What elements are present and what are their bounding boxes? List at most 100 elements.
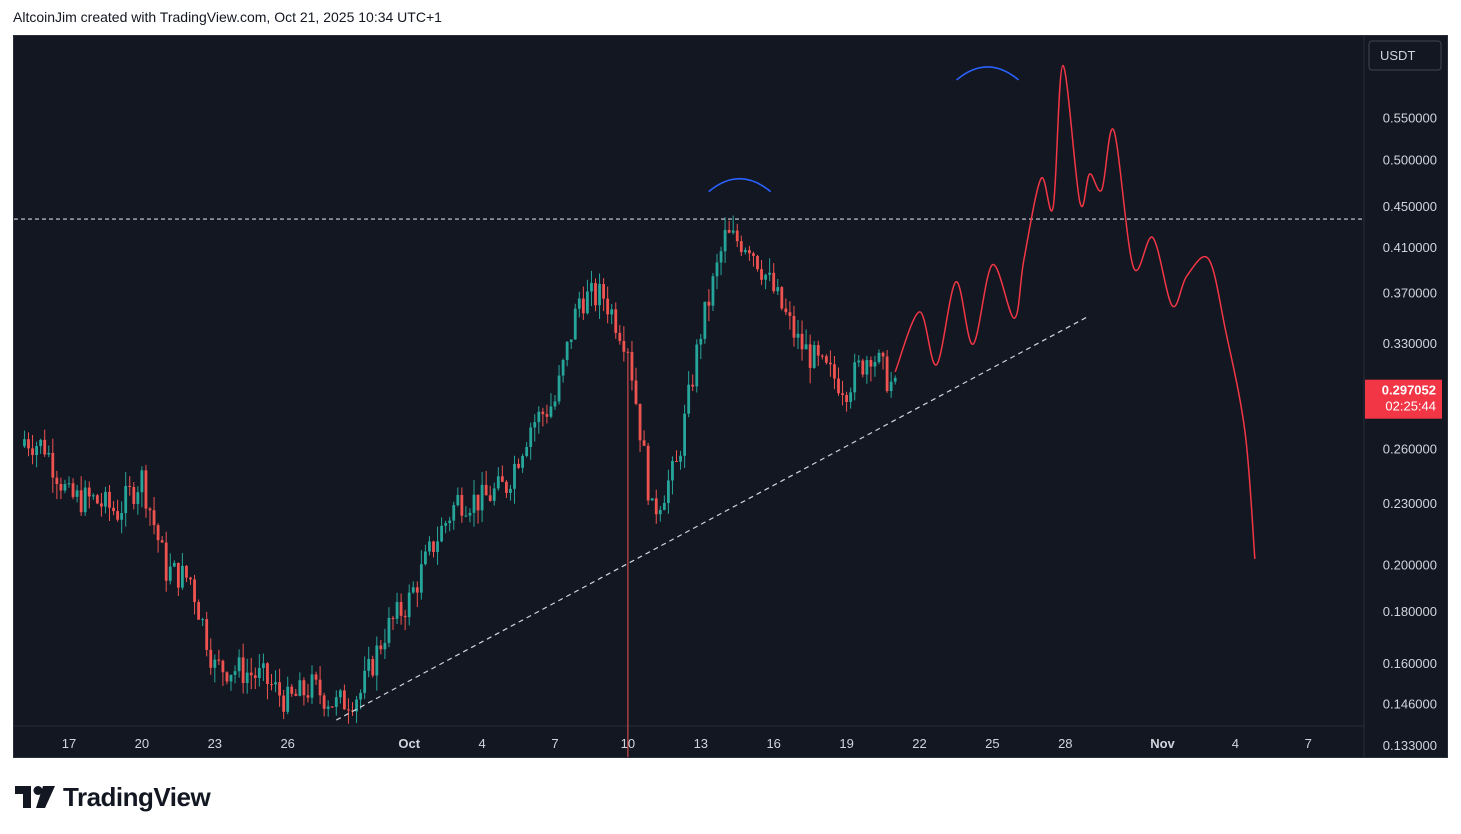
candle-body <box>205 619 209 650</box>
candle-body <box>338 690 342 698</box>
candle-body <box>168 566 172 581</box>
candle-body <box>35 446 38 456</box>
candle-body <box>739 241 743 253</box>
candle-body <box>650 498 654 501</box>
candle-body <box>448 520 452 524</box>
price-tick-label: 0.200000 <box>1383 558 1437 573</box>
projected-price-path <box>894 64 1256 560</box>
candle-body <box>877 352 881 363</box>
candle-body <box>91 495 95 497</box>
projected-top-arc-annotation <box>956 66 1020 81</box>
time-tick-label: 19 <box>839 736 853 751</box>
candle-body <box>330 706 334 708</box>
candle-body <box>132 486 136 504</box>
candle-body <box>719 251 723 263</box>
candle-body <box>545 414 549 417</box>
candle-body <box>120 513 124 520</box>
candle-body <box>699 338 703 345</box>
chart-panel[interactable]: 0.550000 0.500000 0.450000 0.410000 0.370000… <box>13 35 1448 758</box>
tradingview-wordmark: TradingView <box>63 781 211 812</box>
candle-body <box>367 658 371 671</box>
candle-body <box>772 272 776 292</box>
candle-body <box>743 250 747 253</box>
candle-body <box>262 663 265 668</box>
time-tick-label: 26 <box>280 736 294 751</box>
candle-body <box>889 381 893 392</box>
candle-body <box>189 577 192 580</box>
price-tick-label: 0.500000 <box>1383 153 1437 168</box>
candle-body <box>201 619 205 621</box>
candle-body <box>63 484 67 491</box>
candle-body <box>75 490 79 497</box>
candle-body <box>602 284 605 299</box>
candle-body <box>472 494 476 513</box>
candle-body <box>865 360 869 375</box>
candle-body <box>221 660 225 673</box>
candle-body <box>577 298 581 309</box>
candle-body <box>395 602 399 619</box>
candle-body <box>87 487 91 497</box>
candle-body <box>411 587 415 593</box>
time-tick-label: Oct <box>398 736 420 751</box>
time-tick-label: 28 <box>1058 736 1072 751</box>
tradingview-footer: TradingView <box>15 780 211 814</box>
time-tick-label: 13 <box>694 736 708 751</box>
candle-body <box>136 492 140 504</box>
candle-body <box>266 663 269 684</box>
candle-body <box>691 384 695 387</box>
candle-body <box>808 344 812 368</box>
candle-body <box>614 309 618 333</box>
candle-body <box>557 375 561 402</box>
candle-body <box>233 671 237 675</box>
candle-body <box>322 695 326 709</box>
tradingview-logo-icon <box>15 786 55 808</box>
candle-body <box>541 411 545 415</box>
candle-body <box>634 380 638 404</box>
candle-body <box>488 495 492 501</box>
candle-body <box>363 670 367 693</box>
price-tick-label: 0.180000 <box>1383 604 1437 619</box>
price-chart[interactable]: 0.550000 0.500000 0.450000 0.410000 0.370000… <box>14 36 1447 757</box>
candle-body <box>343 690 346 710</box>
last-price-badge <box>1365 379 1442 419</box>
candle-body <box>869 360 873 367</box>
candle-body <box>679 455 682 462</box>
candle-body <box>209 649 213 668</box>
candle-body <box>225 672 229 682</box>
candle-body <box>533 422 537 428</box>
candle-body <box>675 460 678 462</box>
candle-body <box>79 490 83 513</box>
candle-body <box>573 308 577 340</box>
candle-body <box>590 283 593 292</box>
candle-body <box>71 483 75 497</box>
candle-body <box>586 291 589 314</box>
candle-body <box>509 488 512 493</box>
candle-body <box>249 672 253 676</box>
candle-body <box>529 427 533 447</box>
price-tick-label: 0.133000 <box>1383 738 1437 753</box>
price-tick-label: 0.146000 <box>1383 697 1437 712</box>
price-tick-label: 0.370000 <box>1383 286 1437 301</box>
candle-body <box>379 645 383 650</box>
candle-body <box>391 617 395 619</box>
candle-body <box>715 262 719 277</box>
candle-body <box>594 283 597 306</box>
candle-body <box>318 679 322 696</box>
candle-body <box>428 541 431 552</box>
candle-body <box>152 510 156 526</box>
candle-body <box>440 525 443 542</box>
candle-body <box>294 693 298 696</box>
candle-body <box>51 452 55 478</box>
candle-body <box>885 356 889 392</box>
candle-body <box>282 695 286 712</box>
candle-body <box>383 642 387 650</box>
candle-body <box>695 344 699 387</box>
candle-body <box>849 392 853 402</box>
candle-body <box>160 540 164 543</box>
candle-body <box>436 541 439 552</box>
price-tick-label: 0.450000 <box>1383 199 1437 214</box>
candle-body <box>610 309 614 315</box>
candle-body <box>193 579 196 603</box>
time-axis: 17 20 23 26 Oct 4 7 10 13 16 19 22 25 28 Nov 4 7 <box>62 736 1312 751</box>
time-tick-label: 4 <box>1232 736 1239 751</box>
